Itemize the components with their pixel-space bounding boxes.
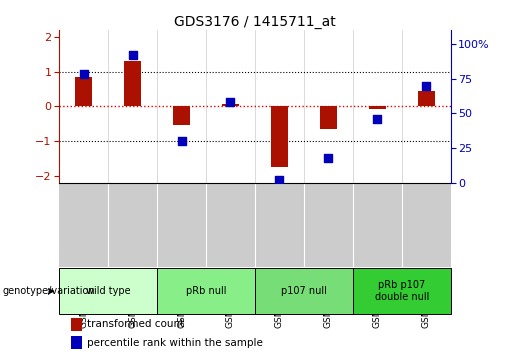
Bar xyxy=(353,268,451,314)
Point xyxy=(275,177,283,183)
Text: pRb p107
double null: pRb p107 double null xyxy=(374,280,429,302)
Text: transformed count: transformed count xyxy=(87,319,184,329)
Point xyxy=(79,72,88,77)
Point xyxy=(373,116,381,122)
Bar xyxy=(255,268,353,314)
Bar xyxy=(418,91,435,107)
Bar xyxy=(71,336,82,349)
Point xyxy=(129,52,137,58)
Text: wild type: wild type xyxy=(86,286,130,296)
Bar xyxy=(369,107,386,109)
Bar xyxy=(320,107,337,129)
Point xyxy=(422,83,430,88)
Bar xyxy=(75,77,92,107)
Text: p107 null: p107 null xyxy=(281,286,327,296)
Bar xyxy=(59,268,157,314)
Text: percentile rank within the sample: percentile rank within the sample xyxy=(87,337,263,348)
Point xyxy=(177,138,185,144)
Bar xyxy=(271,107,288,167)
Point xyxy=(226,99,234,105)
Text: pRb null: pRb null xyxy=(186,286,226,296)
Bar xyxy=(173,107,190,125)
Bar xyxy=(157,268,255,314)
Bar xyxy=(222,104,239,107)
Bar xyxy=(124,61,141,107)
Title: GDS3176 / 1415711_at: GDS3176 / 1415711_at xyxy=(174,15,336,29)
Bar xyxy=(71,318,82,331)
Text: genotype/variation: genotype/variation xyxy=(3,286,95,296)
Point xyxy=(324,155,333,161)
